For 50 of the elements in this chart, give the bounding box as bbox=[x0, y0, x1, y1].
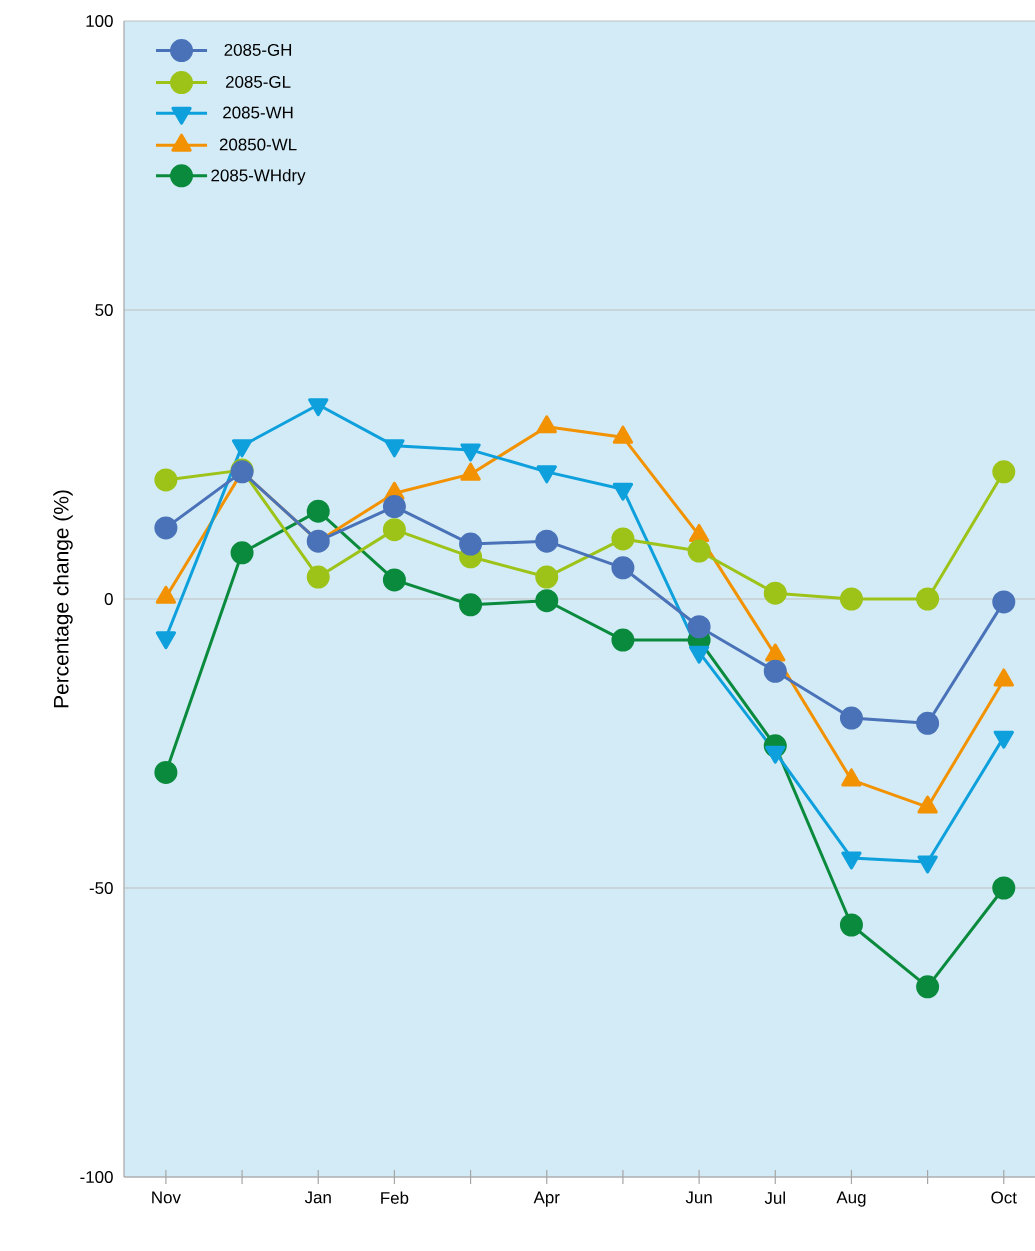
x-tick-label: Oct bbox=[991, 1191, 1017, 1204]
point bbox=[459, 593, 483, 617]
x-tick-label: Aug bbox=[836, 1191, 866, 1207]
point bbox=[992, 460, 1016, 484]
legend-label: 2085-WHdry bbox=[211, 168, 306, 185]
x-tick-label: Apr bbox=[533, 1191, 560, 1207]
point bbox=[154, 760, 178, 784]
point bbox=[382, 518, 406, 542]
legend-label: 2085-GL bbox=[225, 75, 291, 88]
point bbox=[687, 615, 711, 639]
point bbox=[611, 556, 635, 580]
y-tick-label: -100 bbox=[80, 1171, 113, 1183]
point bbox=[916, 975, 940, 999]
point bbox=[306, 499, 330, 523]
point bbox=[916, 587, 940, 611]
y-tick-label: -50 bbox=[89, 882, 113, 894]
y-axis-title: Percentage change (%) bbox=[53, 490, 73, 708]
point bbox=[763, 659, 787, 683]
point bbox=[459, 532, 483, 556]
point bbox=[611, 527, 635, 551]
legend-label: 2085-GH bbox=[224, 43, 292, 56]
point bbox=[535, 589, 559, 613]
point bbox=[382, 568, 406, 592]
point bbox=[154, 468, 178, 492]
point bbox=[154, 516, 178, 540]
x-tick-label: Nov bbox=[152, 1191, 181, 1204]
point bbox=[992, 876, 1016, 900]
point bbox=[839, 913, 863, 937]
y-tick-label: 0 bbox=[104, 593, 113, 606]
legend-label: 2085-WH bbox=[223, 106, 293, 119]
x-tick-label: Jun bbox=[685, 1191, 712, 1204]
point bbox=[687, 539, 711, 563]
y-tick-label: 50 bbox=[95, 304, 113, 317]
point bbox=[535, 529, 559, 553]
point bbox=[306, 565, 330, 589]
point bbox=[535, 565, 559, 589]
y-tick-label: 100 bbox=[86, 15, 113, 28]
point bbox=[992, 590, 1016, 614]
point bbox=[382, 495, 406, 519]
point bbox=[839, 587, 863, 611]
point bbox=[611, 628, 635, 652]
x-tick-label: Jul bbox=[764, 1191, 785, 1204]
legend-label: 20850-WL bbox=[219, 138, 297, 151]
x-tick-label: Jan bbox=[304, 1191, 331, 1204]
point bbox=[916, 711, 940, 735]
point bbox=[230, 541, 254, 565]
x-tick-label: Feb bbox=[381, 1191, 409, 1204]
point bbox=[839, 706, 863, 730]
point bbox=[306, 529, 330, 553]
point bbox=[763, 581, 787, 605]
